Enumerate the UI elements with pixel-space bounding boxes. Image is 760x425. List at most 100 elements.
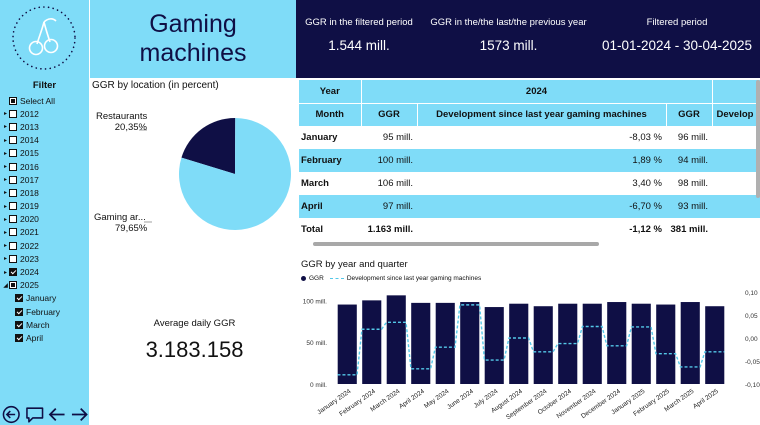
checkbox[interactable]	[9, 241, 17, 250]
filter-item[interactable]: ◢ 2025	[3, 279, 89, 292]
caret-down-icon[interactable]: ◢	[3, 282, 8, 289]
checkbox[interactable]	[9, 136, 17, 145]
filter-item[interactable]: January	[3, 292, 89, 305]
bar-november-2024[interactable]	[582, 303, 602, 384]
checkbox[interactable]	[9, 109, 17, 118]
month-header: Month	[299, 103, 362, 127]
filter-item[interactable]: ▸ 2012	[3, 107, 89, 120]
legend-dot-icon	[301, 276, 306, 281]
filter-item[interactable]: ▸ 2018	[3, 186, 89, 199]
bar-july-2024[interactable]	[484, 307, 504, 384]
filter-item[interactable]: ▸ 2013	[3, 120, 89, 133]
filter-item[interactable]: ▸ 2022	[3, 239, 89, 252]
table-row[interactable]: March 106 mill. 3,40 % 98 mill.	[299, 172, 760, 195]
filter-item[interactable]: ▸ 2024	[3, 265, 89, 278]
combo-chart-title: GGR by year and quarter	[301, 259, 408, 270]
checkbox[interactable]	[9, 215, 17, 224]
arrow-right-icon[interactable]	[70, 405, 89, 424]
comment-icon[interactable]	[25, 405, 44, 424]
filter-item[interactable]: April	[3, 331, 89, 344]
filter-item[interactable]: March	[3, 318, 89, 331]
filter-item[interactable]: ▸ 2020	[3, 213, 89, 226]
filter-item[interactable]: ▸ 2014	[3, 134, 89, 147]
checkbox[interactable]	[9, 149, 17, 158]
filter-item[interactable]: ▸ 2023	[3, 252, 89, 265]
bar-may-2024[interactable]	[435, 302, 455, 384]
bar-january-2024[interactable]	[337, 304, 357, 384]
checkbox[interactable]	[9, 175, 17, 184]
checkbox[interactable]	[9, 122, 17, 131]
table-row[interactable]: February 100 mill. 1,89 % 94 mill.	[299, 149, 760, 172]
checkbox[interactable]	[15, 333, 23, 342]
bar-september-2024[interactable]	[533, 306, 553, 384]
checkbox[interactable]	[9, 281, 17, 290]
development-cell: -8,03 %	[629, 132, 662, 144]
bar-february-2024[interactable]	[362, 300, 382, 384]
bar-march-2025[interactable]	[680, 302, 700, 384]
bar-april-2024[interactable]	[411, 302, 431, 384]
ggr-cell: 96 mill.	[677, 132, 708, 144]
bar-january-2025[interactable]	[631, 303, 651, 384]
vertical-scrollbar[interactable]	[756, 80, 760, 198]
arrow-left-icon[interactable]	[48, 405, 67, 424]
bar-april-2025[interactable]	[705, 306, 725, 384]
caret-right-icon[interactable]: ▸	[3, 124, 7, 131]
checkbox[interactable]	[9, 188, 17, 197]
ggr-combo-chart[interactable]: 0 mill. 50 mill. 100 mill. -0,10 -0,05 0,00 0,…	[299, 284, 760, 425]
caret-right-icon[interactable]: ▸	[3, 177, 7, 184]
table-row[interactable]: April 97 mill. -6,70 % 93 mill.	[299, 195, 760, 218]
checkbox[interactable]	[9, 268, 17, 277]
caret-right-icon[interactable]: ▸	[3, 137, 7, 144]
kpi-period-range: Filtered period 01-01-2024 - 30-04-2025	[596, 17, 758, 53]
ggr-header[interactable]: GGR	[361, 103, 418, 127]
bar-june-2024[interactable]	[460, 302, 480, 384]
bar-march-2024[interactable]	[386, 295, 406, 384]
ggr-cell: 97 mill.	[361, 195, 417, 218]
ggr-header[interactable]: GGR	[666, 103, 713, 127]
kpi-value: 01-01-2024 - 30-04-2025	[601, 38, 753, 53]
filter-item[interactable]: ▸ 2017	[3, 173, 89, 186]
filter-item[interactable]: ▸ 2016	[3, 160, 89, 173]
bar-august-2024[interactable]	[509, 303, 529, 384]
caret-right-icon[interactable]: ▸	[3, 190, 7, 197]
filter-item[interactable]: February	[3, 305, 89, 318]
avg-daily-ggr-value: 3.183.158	[145, 337, 244, 362]
monthly-matrix-table[interactable]: Year 2024 Month GGR Development since la…	[299, 80, 760, 246]
filter-item[interactable]: ▸ 2019	[3, 200, 89, 213]
horizontal-scrollbar[interactable]	[313, 242, 599, 246]
caret-right-icon[interactable]: ▸	[3, 203, 7, 210]
caret-right-icon[interactable]: ▸	[3, 243, 7, 250]
bar-october-2024[interactable]	[558, 303, 578, 384]
checkbox[interactable]	[9, 96, 17, 105]
caret-right-icon[interactable]: ▸	[3, 229, 7, 236]
caret-right-icon[interactable]: ▸	[3, 269, 7, 276]
checkbox[interactable]	[9, 254, 17, 263]
back-circle-icon[interactable]	[2, 405, 21, 424]
bar-december-2024[interactable]	[607, 302, 627, 384]
table-header-row: Month GGR Development since last year ga…	[299, 103, 760, 127]
filter-item[interactable]: ▸ 2015	[3, 147, 89, 160]
caret-right-icon[interactable]: ▸	[3, 150, 7, 157]
checkbox[interactable]	[9, 162, 17, 171]
pie-slice-0[interactable]	[181, 106, 250, 175]
checkbox[interactable]	[15, 294, 23, 303]
development-cell	[712, 149, 760, 172]
filter-item-label: 2012	[20, 108, 39, 119]
caret-right-icon[interactable]: ▸	[3, 164, 7, 171]
bar-february-2025[interactable]	[656, 304, 676, 384]
filter-item[interactable]: Select All	[3, 94, 89, 107]
checkbox[interactable]	[9, 228, 17, 237]
filter-item[interactable]: ▸ 2021	[3, 226, 89, 239]
location-pie-chart[interactable]	[92, 94, 297, 244]
caret-right-icon[interactable]: ▸	[3, 256, 7, 263]
checkbox[interactable]	[15, 320, 23, 329]
checkbox[interactable]	[15, 307, 23, 316]
development-header[interactable]: Develop	[712, 103, 760, 127]
caret-right-icon[interactable]: ▸	[3, 216, 7, 223]
table-row[interactable]: January 95 mill. -8,03 % 96 mill.	[299, 126, 760, 149]
total-development: -1,12 %	[417, 218, 666, 240]
development-header[interactable]: Development since last year gaming machi…	[417, 103, 667, 127]
pie-slice-1[interactable]	[165, 104, 297, 244]
caret-right-icon[interactable]: ▸	[3, 111, 7, 118]
checkbox[interactable]	[9, 202, 17, 211]
